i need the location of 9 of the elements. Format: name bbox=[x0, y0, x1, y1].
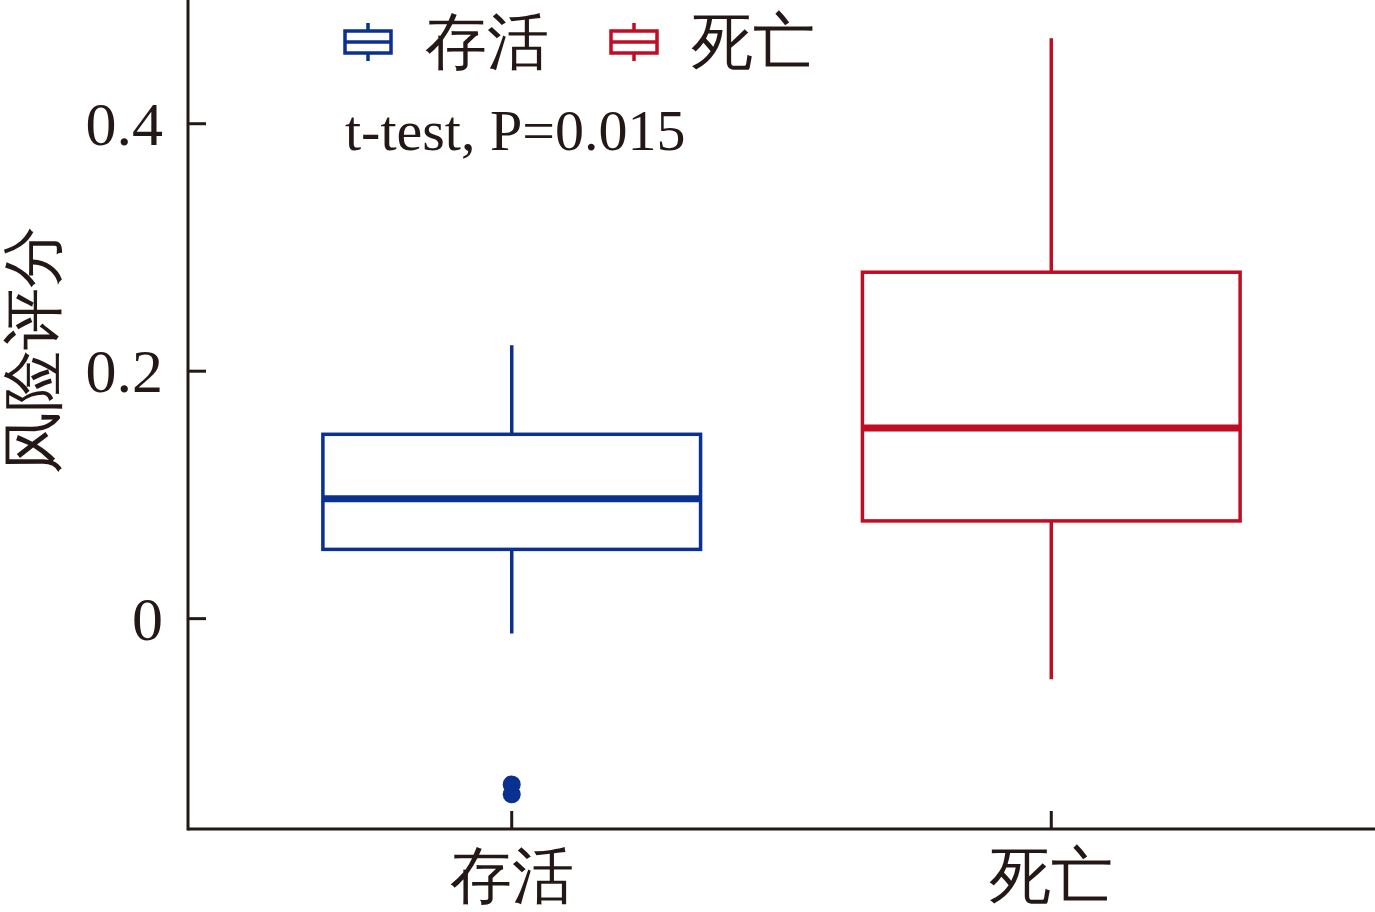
y-tick-label: 0 bbox=[132, 584, 163, 653]
legend-label: 死亡 bbox=[691, 8, 815, 76]
annotation: t-test, P=0.015 bbox=[345, 98, 686, 163]
legend-label: 存活 bbox=[425, 8, 549, 76]
x-tick-label: 死亡 bbox=[989, 842, 1114, 910]
y-axis-title: 风险评分 bbox=[0, 226, 67, 474]
y-tick-label: 0.2 bbox=[85, 337, 163, 406]
x-tick-label: 存活 bbox=[449, 842, 574, 910]
y-tick-label: 0.4 bbox=[85, 89, 163, 158]
